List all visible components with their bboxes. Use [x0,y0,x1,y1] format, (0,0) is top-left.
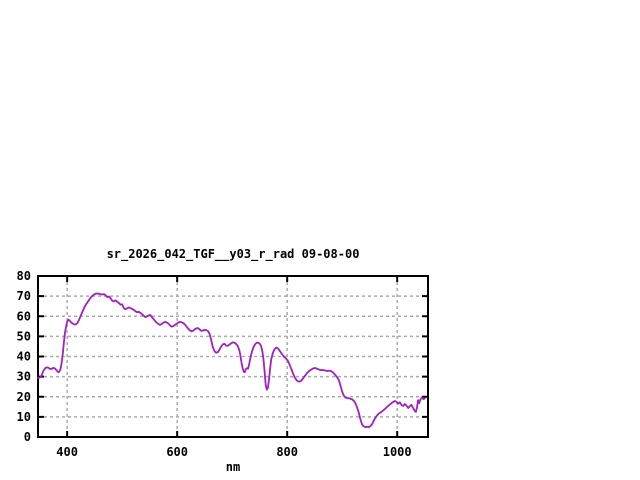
y-tick-label: 40 [17,350,31,364]
data-series-line [37,292,426,429]
chart-title: sr_2026_042_TGF__y03_r_rad 09-08-00 [106,247,360,261]
x-tick-label: 600 [166,445,188,459]
x-tick-label: 1000 [383,445,412,459]
y-tick-label: 20 [17,390,31,404]
y-tick-label: 50 [17,329,31,343]
y-tick-label: 30 [17,370,31,384]
plot-border [37,275,429,438]
x-tick-label: 400 [56,445,78,459]
y-tick-label: 70 [17,289,31,303]
y-tick-label: 80 [17,269,31,283]
x-axis-label: nm [225,460,241,474]
y-tick-label: 10 [17,410,31,424]
x-tick-label: 800 [276,445,298,459]
y-tick-label: 0 [24,430,31,444]
y-tick-label: 60 [17,309,31,323]
